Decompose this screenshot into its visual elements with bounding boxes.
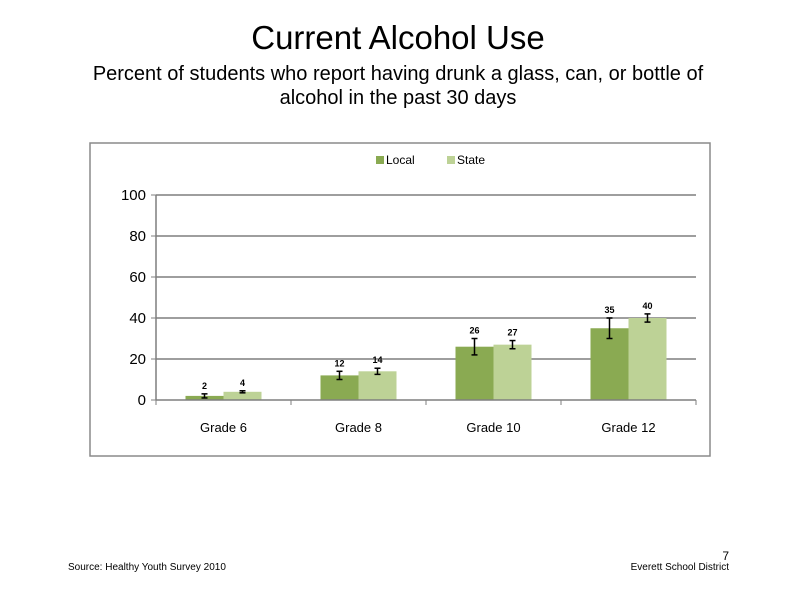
data-label: 12 <box>334 358 344 368</box>
error-bars <box>201 313 651 399</box>
slide-title: Current Alcohol Use <box>251 19 545 56</box>
source-note: Source: Healthy Youth Survey 2010 <box>68 562 226 573</box>
y-tick-label: 60 <box>129 269 146 286</box>
x-tick-label: Grade 12 <box>601 420 655 435</box>
x-tick-label: Grade 10 <box>466 420 520 435</box>
y-axis: 0 20 40 60 80 100 <box>121 187 157 409</box>
y-tick-label: 100 <box>121 187 146 204</box>
data-label: 40 <box>642 301 652 311</box>
legend: Local State <box>376 153 485 167</box>
bar-local <box>590 328 629 400</box>
legend-swatch-state <box>447 156 455 164</box>
bar-state <box>358 371 397 400</box>
legend-swatch-local <box>376 156 384 164</box>
chart-frame <box>89 142 711 457</box>
y-tick-label: 20 <box>129 351 146 368</box>
organization-name: Everett School District <box>630 562 729 573</box>
data-labels: 2 4 12 14 26 27 35 40 <box>202 301 653 391</box>
slide-subtitle: Percent of students who report having dr… <box>92 63 704 109</box>
x-tick-label: Grade 8 <box>335 420 382 435</box>
data-label: 14 <box>372 355 382 365</box>
bar-state <box>493 344 532 400</box>
data-label: 4 <box>240 378 245 388</box>
x-tick-label: Grade 6 <box>200 420 247 435</box>
y-tick-label: 40 <box>129 310 146 327</box>
bar-state <box>628 318 667 400</box>
data-label: 26 <box>469 326 479 336</box>
bar-state <box>223 391 262 400</box>
data-label: 2 <box>202 381 207 391</box>
gridlines <box>156 194 696 360</box>
legend-label-local: Local <box>386 153 415 167</box>
data-label: 35 <box>604 305 614 315</box>
data-label: 27 <box>507 328 517 338</box>
y-tick-label: 0 <box>138 392 146 409</box>
legend-label-state: State <box>457 153 485 167</box>
y-tick-label: 80 <box>129 228 146 245</box>
slide-number: 7 <box>722 549 729 563</box>
x-axis: Grade 6 Grade 8 Grade 10 Grade 12 <box>155 399 697 435</box>
